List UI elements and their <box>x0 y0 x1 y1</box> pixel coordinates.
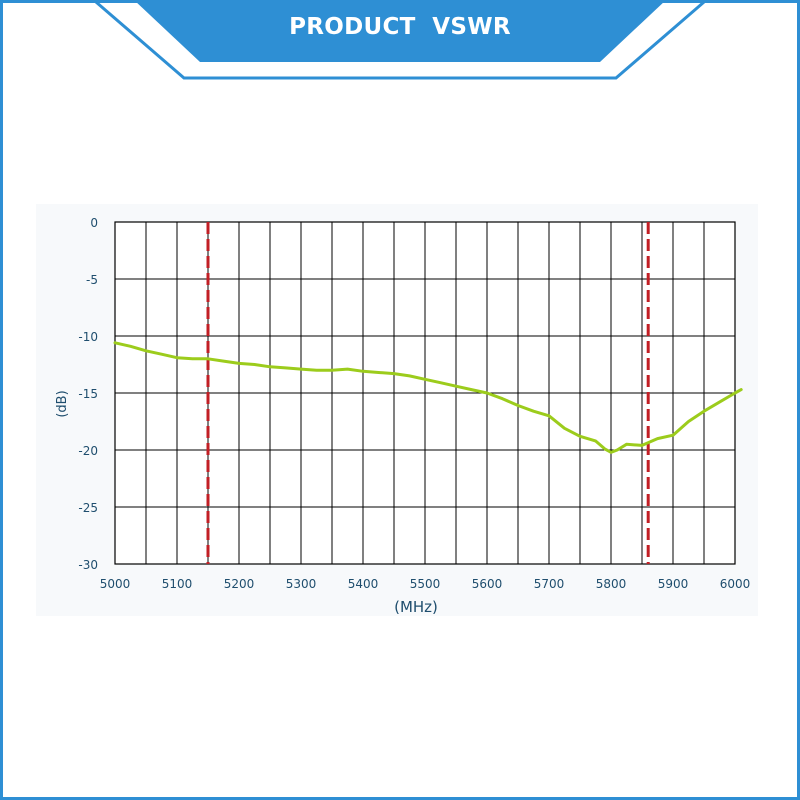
x-tick-label: 5000 <box>100 577 131 591</box>
y-tick-label: -20 <box>78 444 98 458</box>
y-tick-label: -10 <box>78 330 98 344</box>
x-tick-label: 5900 <box>658 577 689 591</box>
y-tick-label: -30 <box>78 558 98 572</box>
x-tick-label: 5800 <box>596 577 627 591</box>
x-tick-label: 5500 <box>410 577 441 591</box>
y-tick-label: 0 <box>90 216 98 230</box>
x-tick-label: 5600 <box>472 577 503 591</box>
chart-grid <box>114 221 736 565</box>
x-tick-label: 5300 <box>286 577 317 591</box>
y-axis-ticks: 0 -5 -10 -15 -20 -25 -30 <box>78 216 98 572</box>
x-tick-label: 5700 <box>534 577 565 591</box>
x-tick-label: 5400 <box>348 577 379 591</box>
vswr-curve <box>113 341 743 454</box>
header-outline <box>95 0 705 80</box>
x-axis-ticks: 5000 5100 5200 5300 5400 5500 5600 5700 5800 5900… <box>100 577 751 591</box>
header-banner <box>134 0 666 62</box>
y-axis-label: (dB) <box>55 390 70 417</box>
y-tick-label: -25 <box>78 501 98 515</box>
x-tick-label: 5200 <box>224 577 255 591</box>
vswr-series <box>113 341 743 454</box>
page-title: PRODUCT VSWR <box>289 14 511 40</box>
band-markers <box>206 222 650 564</box>
y-tick-label: -15 <box>78 387 98 401</box>
x-axis-label: (MHz) <box>394 598 438 616</box>
x-tick-label: 5100 <box>162 577 193 591</box>
y-tick-label: -5 <box>86 273 98 287</box>
x-tick-label: 6000 <box>720 577 751 591</box>
